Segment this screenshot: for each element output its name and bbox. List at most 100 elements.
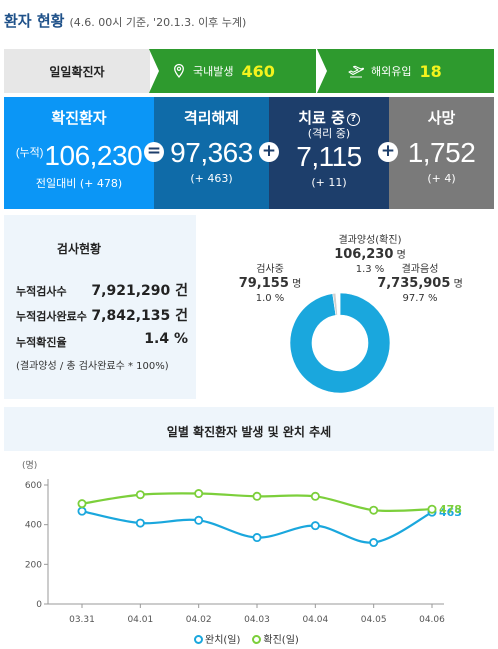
domestic-label: 국내발생 (193, 65, 234, 78)
abroad-value: 18 (419, 61, 442, 81)
data-point[interactable] (194, 515, 204, 525)
test-row: 누적검사수 7,921,290 건 (16, 283, 188, 299)
legend-label: 완치(일) (205, 635, 241, 646)
data-point[interactable] (310, 521, 320, 531)
released-value: 97,363 (170, 137, 253, 168)
x-tick-label: 04.04 (302, 615, 328, 625)
donut-slice-positive (335, 292, 341, 316)
data-point[interactable] (135, 518, 145, 528)
y-tick-label: 400 (25, 521, 42, 531)
deaths-value: 1,752 (407, 137, 476, 168)
test-row-value: 1.4 % (144, 331, 188, 347)
location-pin-icon (174, 63, 184, 78)
released-card: 격리해제 97,363 (+ 463) (154, 97, 269, 209)
page-subtitle: (4.6. 00시 기준, '20.1.3. 이후 누계) (69, 16, 247, 29)
pie-label-positive: 결과양성(확진) 106,230 명 1.3 % (300, 234, 440, 277)
negative-unit: 명 (453, 279, 463, 290)
positive-value: 106,230 (334, 247, 394, 262)
test-status-panel: 검사현황 누적검사수 7,921,290 건 누적검사완료수 7,842,135… (4, 215, 494, 399)
data-point[interactable] (77, 499, 87, 509)
data-point[interactable] (194, 489, 204, 499)
summary-cards: 확진환자 (누적)106,230 전일대비 (+ 478) 격리해제 97,36… (4, 97, 494, 209)
legend-item-recovered[interactable]: 완치(일) (194, 631, 240, 646)
positive-label: 결과양성(확진) (338, 235, 402, 246)
line-chart: (명) 0 200 400 600 03.31 04.01 04.02 04.03 04.04 04… (22, 460, 462, 625)
end-value-label: 478 (439, 503, 462, 516)
page-title: 환자 현황 (4, 12, 65, 30)
positive-unit: 명 (396, 250, 406, 261)
data-point[interactable] (77, 506, 87, 516)
equals-operator: = (144, 142, 164, 162)
donut-slice-negative (289, 292, 391, 394)
test-row: 누적검사완료수 7,842,135 건 (16, 308, 188, 324)
legend-item-confirmed[interactable]: 확진(일) (252, 631, 299, 646)
abroad-label: 해외유입 (371, 65, 412, 78)
negative-pct: 97.7 % (402, 293, 438, 304)
chart-title: 일별 확진환자 발생 및 완치 추세 (166, 425, 332, 439)
deaths-change: (+ 4) (427, 172, 456, 185)
treating-card: 치료 중? (격리 중) 7,115 (+ 11) (269, 97, 389, 209)
daily-label-box: 일일확진자 (4, 49, 150, 93)
testing-unit: 명 (292, 279, 302, 290)
data-point[interactable] (135, 490, 145, 500)
testing-value: 79,155 (238, 276, 289, 291)
x-tick-label: 04.01 (127, 615, 153, 625)
data-point[interactable] (369, 505, 379, 515)
deaths-card: 사망 1,752 (+ 4) (389, 97, 494, 209)
trend-chart-panel: 일별 확진환자 발생 및 완치 추세 (명) 0 200 400 600 03.31 04.… (4, 407, 494, 649)
y-tick-label: 0 (36, 600, 42, 610)
x-tick-label: 04.03 (244, 615, 270, 625)
plus-operator-2: + (378, 142, 398, 162)
plus-operator-1: + (259, 142, 279, 162)
confirmed-prefix: (누적) (15, 147, 44, 159)
chart-legend: 완치(일) 확진(일) (194, 631, 299, 646)
test-row-label: 누적확진율 (16, 336, 67, 349)
y-tick-label: 200 (25, 560, 42, 570)
negative-label: 결과음성 (401, 264, 439, 275)
data-point[interactable] (252, 491, 262, 501)
test-row-label: 누적검사수 (16, 285, 67, 298)
treating-value: 7,115 (296, 141, 362, 172)
data-point[interactable] (310, 491, 320, 501)
confirmed-change: 전일대비 (+ 478) (35, 177, 123, 190)
data-point[interactable] (369, 538, 379, 548)
x-tick-label: 04.06 (419, 615, 445, 625)
treating-change: (+ 11) (311, 176, 347, 189)
y-axis-label: (명) (22, 460, 37, 471)
confirmed-card: 확진환자 (누적)106,230 전일대비 (+ 478) (4, 97, 154, 209)
x-tick-label: 04.02 (186, 615, 212, 625)
test-status-title: 검사현황 (56, 242, 102, 256)
daily-label: 일일확진자 (49, 64, 105, 79)
help-icon[interactable]: ? (346, 113, 360, 126)
negative-value: 7,735,905 (377, 276, 451, 291)
released-title: 격리해제 (183, 109, 240, 127)
positive-pct: 1.3 % (355, 264, 385, 275)
legend-label: 확진(일) (263, 635, 299, 646)
page-header: 환자 현황 (4.6. 00시 기준, '20.1.3. 이후 누계) (4, 10, 246, 36)
chart-area (4, 451, 494, 649)
domestic-value: 460 (241, 61, 275, 81)
treating-title: 치료 중? (269, 109, 389, 127)
testing-label: 검사중 (256, 264, 284, 275)
legend-dot (194, 635, 203, 644)
treating-title-text: 치료 중 (298, 109, 345, 127)
pie-label-negative: 결과음성 7,735,905 명 97.7 % (368, 263, 472, 306)
released-change: (+ 463) (190, 172, 233, 185)
test-formula-note: (결과양성 / 총 검사완료수 * 100%) (16, 361, 169, 372)
end-value-label: 463 (439, 506, 462, 519)
testing-pct: 1.0 % (255, 293, 285, 304)
abroad-box: 해외유입 18 (317, 49, 494, 93)
data-point[interactable] (252, 533, 262, 543)
y-tick-label: 600 (25, 481, 42, 491)
test-donut-chart (289, 292, 391, 394)
test-row-label: 누적검사완료수 (16, 310, 87, 323)
data-point[interactable] (427, 504, 437, 514)
pie-label-testing: 검사중 79,155 명 1.0 % (230, 263, 310, 306)
x-tick-label: 04.05 (361, 615, 387, 625)
test-row-value: 7,921,290 건 (91, 283, 188, 299)
test-row-value: 7,842,135 건 (91, 308, 188, 324)
x-tick-label: 03.31 (69, 615, 95, 625)
airplane-icon (348, 65, 365, 78)
treating-subtitle: (격리 중) (307, 127, 351, 140)
deaths-title: 사망 (427, 109, 456, 127)
